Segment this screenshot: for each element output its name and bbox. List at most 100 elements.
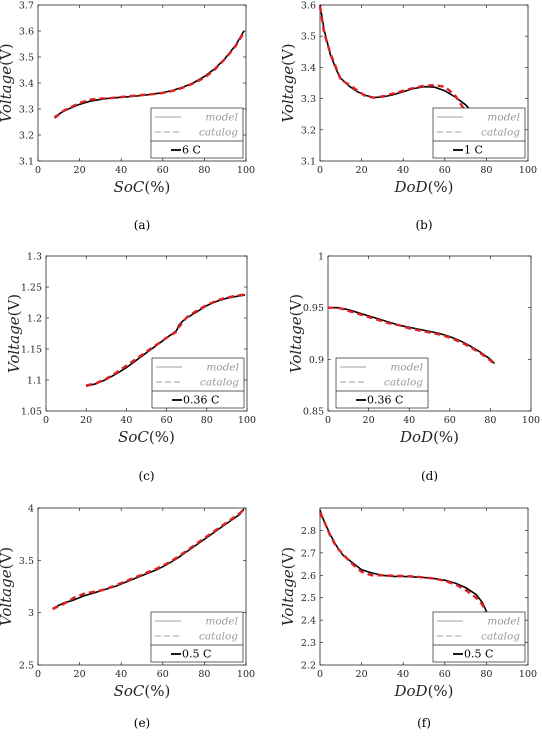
x-tick-label: 40 xyxy=(403,415,415,426)
x-tick-label: 80 xyxy=(480,669,492,680)
x-tick-label: 60 xyxy=(161,415,173,426)
y-tick-label: 3.4 xyxy=(19,79,34,90)
x-tick-label: 40 xyxy=(120,415,132,426)
legend-box xyxy=(150,107,244,159)
x-tick-label: 60 xyxy=(444,415,456,426)
y-tick-label: 1.3 xyxy=(27,252,42,263)
legend-catalog-label: catalog xyxy=(481,631,520,643)
legend-model-label: model xyxy=(487,112,520,124)
x-tick-label: 60 xyxy=(439,165,451,176)
y-tick-label: 3.5 xyxy=(19,556,34,567)
x-axis-label: SoC(%) xyxy=(118,428,175,446)
chart-panel: 0 20 40 60 80 100 1.05 1.1 1.15 1.2 1.25 1.3 model ca… xyxy=(5,252,256,484)
y-tick-label: 3.1 xyxy=(301,157,316,168)
x-tick-label: 20 xyxy=(363,415,375,426)
y-tick-label: 2.7 xyxy=(301,548,316,559)
y-tick-label: 2.5 xyxy=(19,661,34,672)
y-tick-label: 3.2 xyxy=(301,125,316,136)
panel-caption: (a) xyxy=(134,218,151,232)
y-axis-label: Voltage(V) xyxy=(5,294,23,373)
panel-caption: (c) xyxy=(138,469,154,483)
catalog-series-line xyxy=(318,511,498,650)
y-tick-label: 2.6 xyxy=(301,571,316,582)
measured-series-line xyxy=(328,306,496,365)
chart-panel: 0 20 40 60 80 100 0.85 0.9 0.95 1 model catalog 0.36… xyxy=(287,252,540,484)
x-tick-label: 60 xyxy=(157,669,169,680)
legend-rate-label: 1 C xyxy=(464,144,483,157)
y-tick-label: 0.95 xyxy=(303,303,324,314)
legend-model-label: model xyxy=(205,112,238,124)
x-axis-label: DoD(%) xyxy=(393,178,453,196)
legend-model-label: model xyxy=(206,362,239,374)
x-tick-label: 40 xyxy=(115,165,127,176)
legend-model-label: model xyxy=(205,616,238,628)
legend-box xyxy=(151,357,245,409)
measured-series-line xyxy=(54,30,245,118)
panel-caption: (e) xyxy=(134,716,150,730)
x-tick-label: 0 xyxy=(35,165,41,176)
x-tick-label: 100 xyxy=(522,415,540,426)
legend-catalog-label: catalog xyxy=(200,377,239,389)
y-axis-label: Voltage(V) xyxy=(279,43,297,122)
legend-catalog-label: catalog xyxy=(199,127,238,139)
x-axis-label: SoC(%) xyxy=(114,178,171,196)
x-tick-label: 20 xyxy=(356,669,368,680)
x-tick-label: 100 xyxy=(519,669,537,680)
y-tick-label: 4 xyxy=(28,504,34,515)
y-tick-label: 1 xyxy=(318,252,324,263)
x-tick-label: 100 xyxy=(519,165,537,176)
y-tick-label: 0.85 xyxy=(303,407,324,418)
y-tick-label: 1.2 xyxy=(27,314,42,325)
x-tick-label: 20 xyxy=(74,669,86,680)
panel-caption: (d) xyxy=(421,469,438,483)
x-tick-label: 20 xyxy=(80,415,92,426)
x-tick-label: 80 xyxy=(198,669,210,680)
x-axis-label: DoD(%) xyxy=(399,428,459,446)
x-tick-label: 20 xyxy=(74,165,86,176)
legend-rate-label: 6 C xyxy=(182,144,201,157)
catalog-series-line xyxy=(85,293,246,387)
x-tick-label: 100 xyxy=(237,165,255,176)
chart-panel: 0 20 40 60 80 100 2.2 2.3 2.4 2.5 2.6 2.7 2.8 model ca… xyxy=(279,507,537,730)
legend-box xyxy=(432,107,526,159)
y-tick-label: 3 xyxy=(28,608,34,619)
y-tick-label: 3.5 xyxy=(19,53,34,64)
y-tick-label: 3.2 xyxy=(19,131,34,142)
y-axis-label: Voltage(V) xyxy=(0,43,15,122)
x-tick-label: 0 xyxy=(43,415,49,426)
legend-box xyxy=(150,611,244,663)
panel-caption: (b) xyxy=(415,218,432,232)
chart-panel: 0 20 40 60 80 100 3.1 3.2 3.3 3.4 3.5 3.6 model catal… xyxy=(279,1,537,233)
y-tick-label: 3.1 xyxy=(19,157,34,168)
legend-catalog-label: catalog xyxy=(481,127,520,139)
y-tick-label: 1.15 xyxy=(21,345,42,356)
x-tick-label: 20 xyxy=(356,165,368,176)
y-tick-label: 2.5 xyxy=(301,593,316,604)
y-tick-label: 2.3 xyxy=(301,638,316,649)
y-tick-label: 2.2 xyxy=(301,661,316,672)
y-axis-label: Voltage(V) xyxy=(0,547,15,626)
x-axis-label: SoC(%) xyxy=(114,682,171,700)
y-tick-label: 1.25 xyxy=(21,283,42,294)
x-tick-label: 100 xyxy=(238,415,256,426)
y-tick-label: 2.8 xyxy=(301,526,316,537)
catalog-series-line xyxy=(53,31,245,120)
legend-box xyxy=(432,611,526,663)
y-tick-label: 3.7 xyxy=(19,1,34,12)
y-tick-label: 1.1 xyxy=(27,376,42,387)
x-tick-label: 0 xyxy=(325,415,331,426)
x-tick-label: 100 xyxy=(237,669,255,680)
legend-catalog-label: catalog xyxy=(384,377,423,389)
legend-box xyxy=(335,357,429,409)
y-tick-label: 3.3 xyxy=(19,105,34,116)
x-tick-label: 60 xyxy=(157,165,169,176)
catalog-series-line xyxy=(52,508,245,611)
y-tick-label: 2.4 xyxy=(301,616,316,627)
measured-series-line xyxy=(319,4,488,131)
x-tick-label: 0 xyxy=(317,165,323,176)
legend-model-label: model xyxy=(390,362,423,374)
y-tick-label: 3.6 xyxy=(301,1,316,12)
legend-rate-label: 0.5 C xyxy=(182,648,211,661)
legend-rate-label: 0.5 C xyxy=(464,648,493,661)
